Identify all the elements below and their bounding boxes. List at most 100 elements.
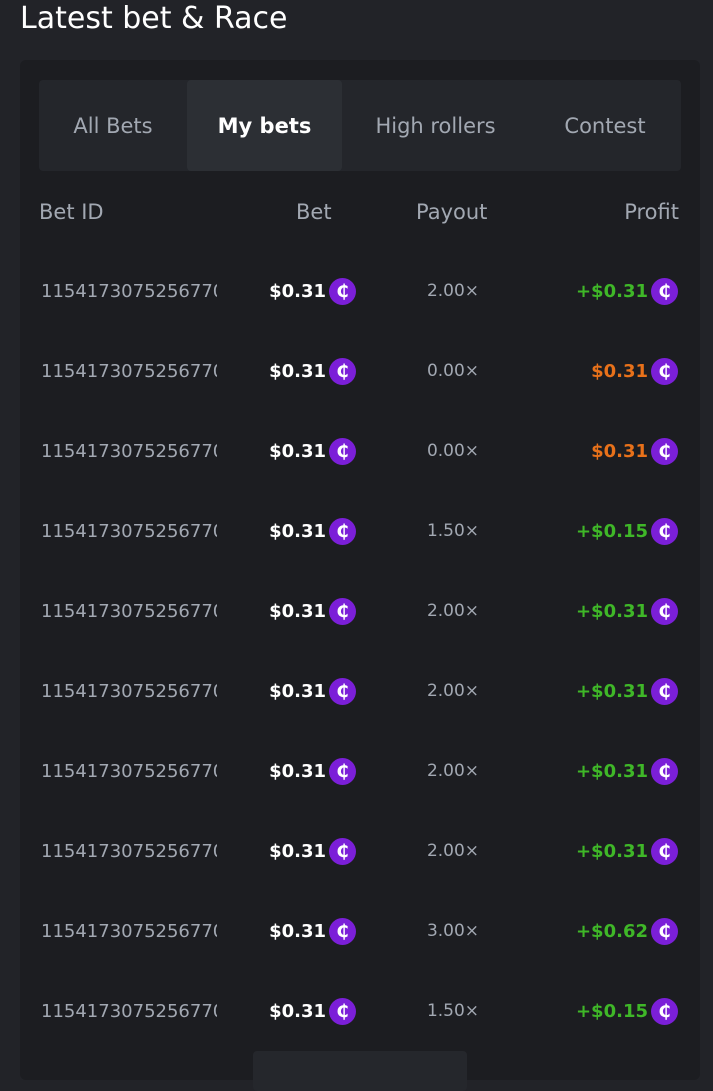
profit: +$0.15 ₵: [576, 518, 678, 545]
table-row[interactable]: 115417307525677012 $0.31₵ 2.00× +$0.31₵: [20, 272, 700, 312]
coin-icon: ₵: [329, 998, 356, 1025]
bet-amount: $0.31 ₵: [269, 678, 356, 705]
bet-amount: $0.31 ₵: [269, 918, 356, 945]
bet-id: 115417307525677012: [41, 361, 217, 382]
table-row[interactable]: 115417307525677012 $0.31₵ 2.00× +$0.31₵: [20, 672, 700, 712]
bet-id: 115417307525677012: [41, 921, 217, 942]
tab-my-bets[interactable]: My bets: [187, 80, 342, 171]
bet-id: 115417307525677012: [41, 441, 217, 462]
bet-amount: $0.31 ₵: [269, 598, 356, 625]
bet-id: 115417307525677012: [41, 601, 217, 622]
coin-icon: ₵: [329, 518, 356, 545]
coin-icon: ₵: [651, 998, 678, 1025]
tab-all-bets[interactable]: All Bets: [73, 113, 153, 138]
payout: 0.00×: [426, 441, 480, 461]
coin-icon: ₵: [329, 918, 356, 945]
payout: 2.00×: [426, 601, 480, 621]
profit: +$0.31 ₵: [576, 598, 678, 625]
coin-icon: ₵: [329, 838, 356, 865]
bet-value: $0.31: [269, 601, 326, 622]
coin-icon: ₵: [329, 438, 356, 465]
profit: +$0.31 ₵: [576, 278, 678, 305]
coin-icon: ₵: [329, 598, 356, 625]
bet-value: $0.31: [269, 521, 326, 542]
profit-value: +$0.31: [575, 761, 648, 782]
profit-value: +$0.62: [575, 921, 648, 942]
payout: 1.50×: [426, 521, 480, 541]
bet-amount: $0.31 ₵: [269, 518, 356, 545]
profit-value: +$0.31: [575, 281, 648, 302]
coin-icon: ₵: [329, 358, 356, 385]
profit-value: $0.31: [591, 361, 648, 382]
payout: 2.00×: [426, 281, 480, 301]
page-title: Latest bet & Race: [20, 1, 288, 36]
bet-amount: $0.31 ₵: [269, 758, 356, 785]
profit: +$0.31 ₵: [576, 758, 678, 785]
col-bet: Bet: [296, 200, 332, 224]
table-row[interactable]: 115417307525677012 $0.31₵ 1.50× +$0.15₵: [20, 512, 700, 552]
bet-amount: $0.31 ₵: [269, 998, 356, 1025]
table-row[interactable]: 115417307525677012 $0.31₵ 2.00× +$0.31₵: [20, 752, 700, 792]
tab-high-rollers[interactable]: High rollers: [375, 113, 496, 138]
payout: 0.00×: [426, 361, 480, 381]
table-row[interactable]: 115417307525677012 $0.31₵ 1.50× +$0.15₵: [20, 992, 700, 1032]
profit-value: +$0.31: [575, 841, 648, 862]
table-row[interactable]: 115417307525677012 $0.31₵ 2.00× +$0.31₵: [20, 832, 700, 872]
table-row[interactable]: 115417307525677012 $0.31₵ 0.00× $0.31₵: [20, 432, 700, 472]
coin-icon: ₵: [651, 918, 678, 945]
coin-icon: ₵: [651, 838, 678, 865]
bet-value: $0.31: [269, 441, 326, 462]
bet-amount: $0.31 ₵: [269, 438, 356, 465]
bet-id: 115417307525677012: [41, 681, 217, 702]
payout: 2.00×: [426, 681, 480, 701]
coin-icon: ₵: [651, 758, 678, 785]
payout: 3.00×: [426, 921, 480, 941]
col-bet-id: Bet ID: [39, 200, 104, 224]
profit-value: +$0.31: [575, 681, 648, 702]
coin-icon: ₵: [651, 518, 678, 545]
bet-value: $0.31: [269, 921, 326, 942]
bet-amount: $0.31 ₵: [269, 358, 356, 385]
bet-id: 115417307525677012: [41, 1001, 217, 1022]
profit: +$0.31 ₵: [576, 678, 678, 705]
tab-contest[interactable]: Contest: [564, 113, 646, 138]
coin-icon: ₵: [651, 278, 678, 305]
table-row[interactable]: 115417307525677012 $0.31₵ 3.00× +$0.62₵: [20, 912, 700, 952]
bet-amount: $0.31 ₵: [269, 838, 356, 865]
profit-value: +$0.15: [575, 1001, 648, 1022]
bet-amount: $0.31 ₵: [269, 278, 356, 305]
table-header: Bet ID Bet Payout Profit: [20, 200, 700, 230]
col-payout: Payout: [416, 200, 488, 224]
bet-value: $0.31: [269, 361, 326, 382]
coin-icon: ₵: [329, 678, 356, 705]
coin-icon: ₵: [329, 758, 356, 785]
bet-value: $0.31: [269, 761, 326, 782]
profit-value: +$0.15: [575, 521, 648, 542]
bet-value: $0.31: [269, 841, 326, 862]
coin-icon: ₵: [651, 358, 678, 385]
profit: +$0.15 ₵: [576, 998, 678, 1025]
load-more-button[interactable]: [253, 1051, 467, 1091]
col-profit: Profit: [624, 200, 679, 224]
coin-icon: ₵: [651, 678, 678, 705]
tab-bar: All Bets My bets High rollers Contest: [39, 80, 681, 171]
profit: +$0.31 ₵: [576, 838, 678, 865]
table-row[interactable]: 115417307525677012 $0.31₵ 0.00× $0.31₵: [20, 352, 700, 392]
bet-id: 115417307525677012: [41, 761, 217, 782]
profit-value: $0.31: [591, 441, 648, 462]
profit: $0.31 ₵: [591, 438, 678, 465]
bets-panel: All Bets My bets High rollers Contest Be…: [20, 60, 700, 1091]
bet-value: $0.31: [269, 1001, 326, 1022]
payout: 2.00×: [426, 841, 480, 861]
payout: 1.50×: [426, 1001, 480, 1021]
coin-icon: ₵: [329, 278, 356, 305]
coin-icon: ₵: [651, 438, 678, 465]
coin-icon: ₵: [651, 598, 678, 625]
profit-value: +$0.31: [575, 601, 648, 622]
bet-id: 115417307525677012: [41, 521, 217, 542]
payout: 2.00×: [426, 761, 480, 781]
table-row[interactable]: 115417307525677012 $0.31₵ 2.00× +$0.31₵: [20, 592, 700, 632]
bet-id: 115417307525677012: [41, 281, 217, 302]
profit: +$0.62 ₵: [576, 918, 678, 945]
bet-value: $0.31: [269, 281, 326, 302]
